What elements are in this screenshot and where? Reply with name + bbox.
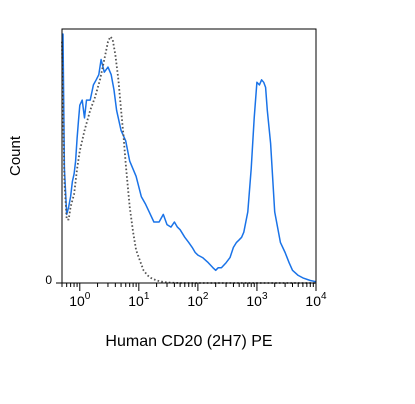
y-tick-label: 0 bbox=[45, 273, 52, 287]
series-line-1 bbox=[62, 33, 317, 283]
x-tick-label: 103 bbox=[246, 291, 268, 309]
x-tick-label: 101 bbox=[128, 291, 150, 309]
histogram-curves bbox=[61, 33, 317, 284]
y-axis-label: Count bbox=[7, 135, 24, 176]
x-tick-label: 102 bbox=[187, 291, 209, 309]
x-tick-label: 100 bbox=[69, 291, 91, 309]
x-tick-label: 104 bbox=[305, 291, 327, 309]
y-axis-ticks: 0 bbox=[45, 273, 62, 287]
series-line-2 bbox=[61, 35, 316, 284]
x-axis-label: Human CD20 (2H7) PE bbox=[105, 333, 272, 350]
x-axis-ticks: 100 101 102 103 104 bbox=[61, 283, 327, 309]
